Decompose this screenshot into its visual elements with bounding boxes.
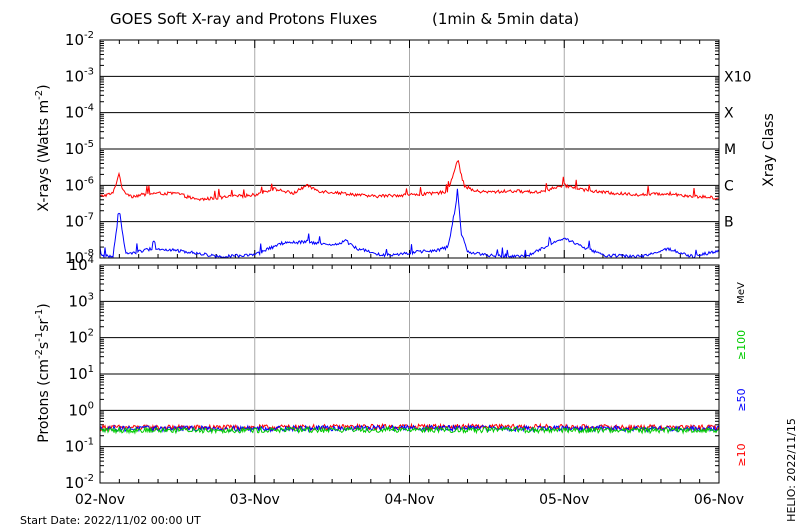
proton-y-label-sup: -1: [34, 309, 45, 319]
xray-class-tick: B: [724, 215, 734, 231]
proton-unit-label: MeV: [736, 282, 747, 304]
x-tick-label: 03-Nov: [230, 492, 280, 508]
xray-class-tick: X: [724, 106, 734, 122]
xray-y-label-close: ): [36, 84, 52, 89]
y-tick-label: 10-1: [65, 437, 94, 456]
y-tick-label: 10-3: [65, 66, 94, 85]
y-tick-label: 10-7: [65, 212, 94, 231]
y-tick-exponent: 3: [88, 291, 94, 302]
y-tick-exponent: 2: [88, 328, 94, 339]
y-tick-base: 10: [65, 249, 84, 267]
proton-series-line: [99, 423, 720, 433]
y-tick-base: 10: [69, 365, 88, 383]
y-tick-label: 103: [69, 291, 94, 310]
y-tick-exponent: -3: [84, 66, 94, 77]
y-tick-exponent: -6: [84, 175, 94, 186]
y-tick-label: 104: [69, 255, 94, 274]
y-tick-base: 10: [65, 31, 84, 49]
y-tick-label: 10-8: [65, 248, 94, 267]
y-tick-exponent: -1: [84, 437, 94, 448]
xray-class-tick: C: [724, 178, 734, 194]
x-tick-label: 06-Nov: [694, 492, 744, 508]
y-tick-base: 10: [69, 292, 88, 310]
chart-title: GOES Soft X-ray and Protons Fluxes: [110, 10, 377, 28]
y-tick-exponent: 0: [88, 400, 94, 411]
proton-y-label-sup: -1: [34, 332, 45, 342]
y-tick-base: 10: [65, 474, 84, 492]
y-tick-label: 10-2: [65, 30, 94, 49]
energy-label: ≥100: [735, 330, 748, 360]
y-tick-base: 10: [65, 176, 84, 194]
y-tick-exponent: 4: [88, 255, 94, 266]
panel-frame: [99, 264, 720, 484]
xray-y-label-sup: -2: [34, 90, 45, 100]
y-tick-base: 10: [65, 213, 84, 231]
y-tick-base: 10: [65, 438, 84, 456]
xray-y-label-main: X-rays (Watts m: [36, 100, 52, 212]
xray-series-line: [99, 188, 720, 260]
panel-frame: [99, 39, 720, 259]
x-tick-label: 02-Nov: [75, 492, 125, 508]
y-tick-exponent: -8: [84, 248, 94, 259]
y-tick-label: 10-6: [65, 175, 94, 194]
xray-class-tick: X10: [724, 69, 751, 85]
proton-y-label: Protons (cm-2s-1sr-1): [34, 303, 52, 442]
y-tick-label: 100: [69, 400, 94, 419]
y-tick-base: 10: [65, 67, 84, 85]
xray-series-line: [99, 160, 719, 202]
y-tick-label: 10-5: [65, 139, 94, 158]
x-tick-label: 04-Nov: [384, 492, 434, 508]
y-tick-exponent: -2: [84, 30, 94, 41]
xray-class-tick: M: [724, 142, 736, 158]
proton-y-label-part: sr: [36, 318, 52, 331]
proton-y-label-part: ): [36, 303, 52, 308]
y-tick-base: 10: [69, 401, 88, 419]
y-tick-exponent: -5: [84, 139, 94, 150]
chart-subtitle: (1min & 5min data): [432, 10, 579, 28]
xray-class-label: Xray Class: [761, 113, 777, 187]
y-tick-exponent: 1: [88, 364, 94, 375]
proton-y-label-sup: -2: [34, 349, 45, 359]
y-tick-exponent: -4: [84, 103, 94, 114]
y-tick-label: 10-2: [65, 473, 94, 492]
y-tick-base: 10: [69, 256, 88, 274]
y-tick-base: 10: [69, 329, 88, 347]
y-tick-label: 10-4: [65, 103, 94, 122]
y-tick-label: 101: [69, 364, 94, 383]
xray-y-label: X-rays (Watts m-2): [34, 84, 52, 211]
proton-y-label-part: s: [36, 342, 52, 349]
proton-y-label-part: Protons (cm: [36, 359, 52, 443]
energy-label: ≥50: [735, 388, 748, 411]
y-tick-exponent: -7: [84, 212, 94, 223]
y-tick-exponent: -2: [84, 473, 94, 484]
y-tick-label: 102: [69, 328, 94, 347]
start-date-label: Start Date: 2022/11/02 00:00 UT: [20, 514, 201, 527]
proton-series-line: [99, 425, 720, 435]
y-tick-base: 10: [65, 104, 84, 122]
credit-label: HELIO: 2022/11/15: [785, 418, 798, 522]
y-tick-base: 10: [65, 140, 84, 158]
energy-label: ≥10: [735, 443, 748, 466]
x-tick-label: 05-Nov: [539, 492, 589, 508]
